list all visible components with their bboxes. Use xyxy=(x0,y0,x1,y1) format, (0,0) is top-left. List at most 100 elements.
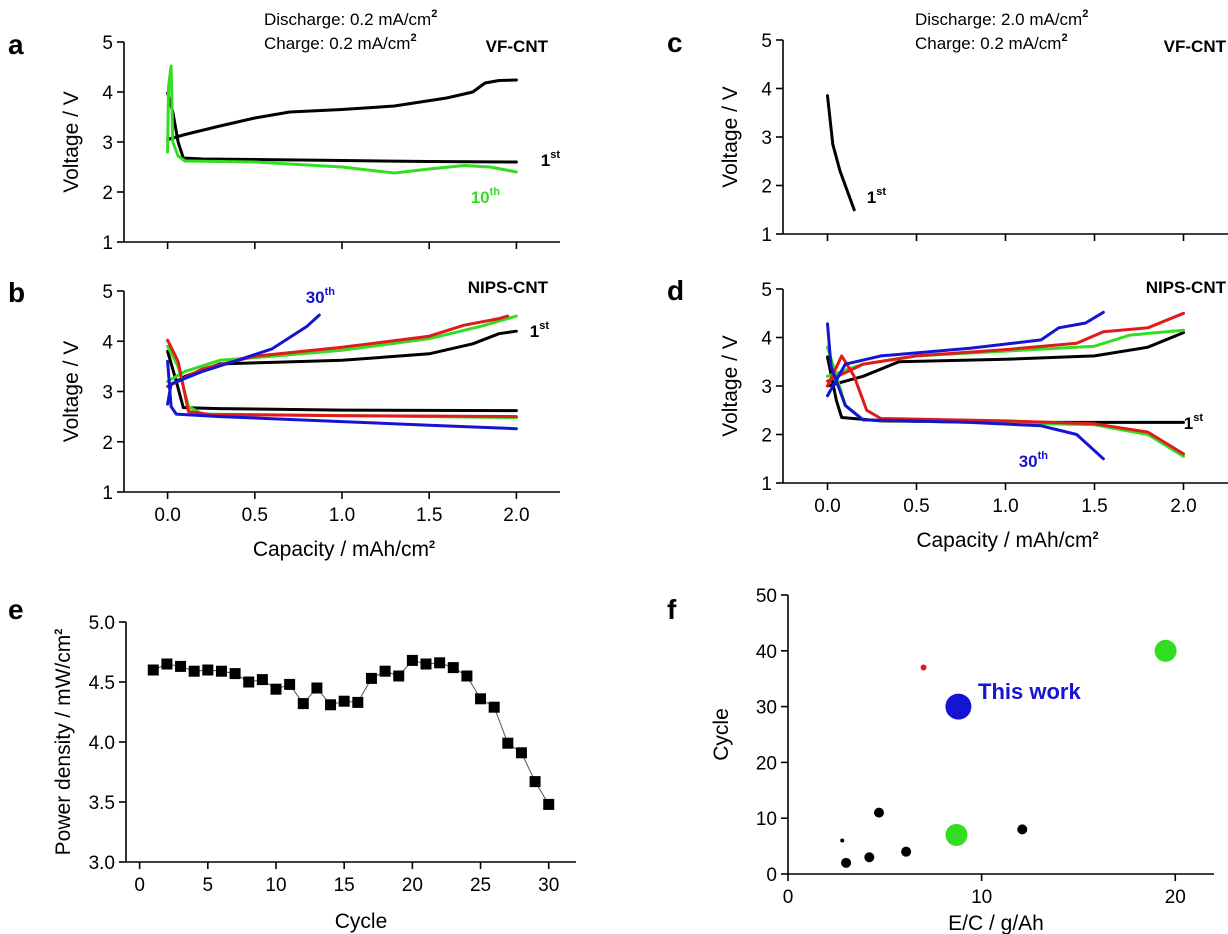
charge-curve-red xyxy=(166,314,510,388)
x-tick-label: 30 xyxy=(538,875,559,896)
y-tick-label: 2 xyxy=(102,433,113,454)
discharge-condition: Discharge: 0.2 mA/cm2 xyxy=(264,8,437,29)
y-tick-label: 3 xyxy=(102,133,113,154)
data-point-marker xyxy=(161,658,173,670)
x-tick-label: 0 xyxy=(783,887,794,908)
data-point-marker xyxy=(447,662,459,674)
charge-curve-black xyxy=(826,331,1185,388)
y-tick-label: 5 xyxy=(761,31,772,52)
y-tick-label: 5 xyxy=(102,282,113,303)
y-tick-label: 10 xyxy=(756,809,777,830)
this-work-label: This work xyxy=(978,679,1081,704)
y-tick-label: 2 xyxy=(761,177,772,198)
x-tick-label: 2.0 xyxy=(1170,496,1196,517)
x-tick-label: 10 xyxy=(265,875,286,896)
panel-letter: a xyxy=(8,29,24,60)
panel-a: 1 2 3 4 5 a VF-CNT Discharge: 0.2 mA/cm2 Charge:… xyxy=(8,8,560,254)
y-tick-label: 3 xyxy=(102,383,113,404)
charge-curve-red xyxy=(826,311,1185,383)
sample-name: VF-CNT xyxy=(486,37,549,56)
data-point-marker xyxy=(270,683,282,695)
charge-condition: Charge: 0.2 mA/cm2 xyxy=(915,32,1068,53)
panel-b: 1 2 3 4 5 0.0 0.5 1.0 1.5 2.0 b NIPS-CNT Voltage / V… xyxy=(8,277,560,561)
scatter-point-green xyxy=(945,823,968,846)
scatter-point-green xyxy=(1154,639,1177,662)
data-point-marker xyxy=(379,665,391,677)
panel-letter: d xyxy=(667,275,684,306)
x-tick-label: 1.0 xyxy=(992,496,1018,517)
panel-d: 1 2 3 4 5 0.0 0.5 1.0 1.5 2.0 d NIPS-CNT Voltage / V… xyxy=(667,275,1228,552)
discharge-curve-green xyxy=(826,345,1185,458)
x-tick-label: 5 xyxy=(203,875,214,896)
data-point-marker xyxy=(529,776,541,788)
y-tick-label: 4.0 xyxy=(89,733,115,754)
charge-curve-black xyxy=(166,78,518,141)
power-density-line xyxy=(153,659,550,805)
y-tick-label: 3 xyxy=(761,377,772,398)
cycle-label: 1st xyxy=(530,320,550,341)
x-tick-label: 0.0 xyxy=(814,496,840,517)
scatter-point-red xyxy=(920,664,927,671)
discharge-curve-black xyxy=(826,355,1185,424)
cycle-label: 10th xyxy=(471,186,501,207)
data-point-marker xyxy=(365,672,377,684)
cycle-label: 1st xyxy=(867,186,887,207)
y-axis-label: Power density / mW/cm2 xyxy=(52,629,75,856)
discharge-curve-black xyxy=(826,94,856,212)
panel-e: 3.0 3.5 4.0 4.5 5.0 0 5 10 15 20 25 30 e Power densit… xyxy=(8,594,576,933)
y-tick-label: 2 xyxy=(761,426,772,447)
y-axis-label: Cycle xyxy=(710,708,733,761)
panel-c: 1 2 3 4 5 c VF-CNT Discharge: 2.0 mA/cm2 Charge:… xyxy=(667,8,1228,246)
data-point-marker xyxy=(284,678,296,690)
y-tick-label: 5 xyxy=(761,280,772,301)
data-point-marker xyxy=(202,664,214,676)
y-tick-label: 30 xyxy=(756,698,777,719)
scatter-point-black xyxy=(841,857,852,868)
data-point-marker xyxy=(229,668,241,680)
scatter-point-black xyxy=(874,807,885,818)
data-point-marker xyxy=(393,670,405,682)
y-tick-label: 20 xyxy=(756,753,777,774)
x-tick-label: 2.0 xyxy=(503,505,529,526)
data-point-marker xyxy=(256,674,268,686)
y-axis-label: Voltage / V xyxy=(60,91,83,193)
sample-name: NIPS-CNT xyxy=(1146,278,1227,297)
discharge-curve-blue xyxy=(166,359,518,431)
y-tick-label: 5.0 xyxy=(89,613,115,634)
data-point-marker xyxy=(188,665,200,677)
discharge-condition: Discharge: 2.0 mA/cm2 xyxy=(915,8,1088,29)
y-tick-label: 1 xyxy=(761,474,772,495)
x-axis-label: Cycle xyxy=(335,910,388,933)
scatter-point-black xyxy=(864,852,875,863)
panel-f: 0 10 20 30 40 50 0 10 20 f Cycle E/C / g/Ah This wor… xyxy=(667,586,1214,934)
y-tick-label: 4.5 xyxy=(89,673,115,694)
data-point-marker xyxy=(325,699,337,711)
panel-letter: b xyxy=(8,277,25,308)
y-tick-label: 40 xyxy=(756,642,777,663)
x-tick-label: 0.0 xyxy=(154,505,180,526)
charge-curve-green xyxy=(166,314,518,383)
scatter-point-black xyxy=(840,838,845,843)
panel-letter: e xyxy=(8,594,24,625)
cycle-label: 1st xyxy=(1184,412,1204,433)
data-point-marker xyxy=(488,701,500,713)
sample-name: VF-CNT xyxy=(1164,37,1227,56)
data-point-marker xyxy=(434,657,446,669)
data-point-marker xyxy=(243,676,255,688)
y-tick-label: 5 xyxy=(102,33,113,54)
x-tick-label: 0.5 xyxy=(903,496,929,517)
y-axis-label: Voltage / V xyxy=(719,335,742,437)
data-point-marker xyxy=(297,698,309,710)
discharge-curve-red xyxy=(166,338,518,419)
x-tick-label: 0 xyxy=(134,875,145,896)
discharge-curve-black xyxy=(166,91,518,164)
data-point-marker xyxy=(502,737,514,749)
x-tick-label: 25 xyxy=(470,875,491,896)
data-point-marker xyxy=(352,696,364,708)
x-axis-label: Capacity / mAh/cm2 xyxy=(916,529,1098,552)
cycle-label: 30th xyxy=(1019,450,1049,471)
x-axis-label: Capacity / mAh/cm2 xyxy=(253,538,435,561)
scatter-point-black xyxy=(901,846,912,857)
data-point-marker xyxy=(420,658,432,670)
scatter-point-black xyxy=(1017,824,1028,835)
